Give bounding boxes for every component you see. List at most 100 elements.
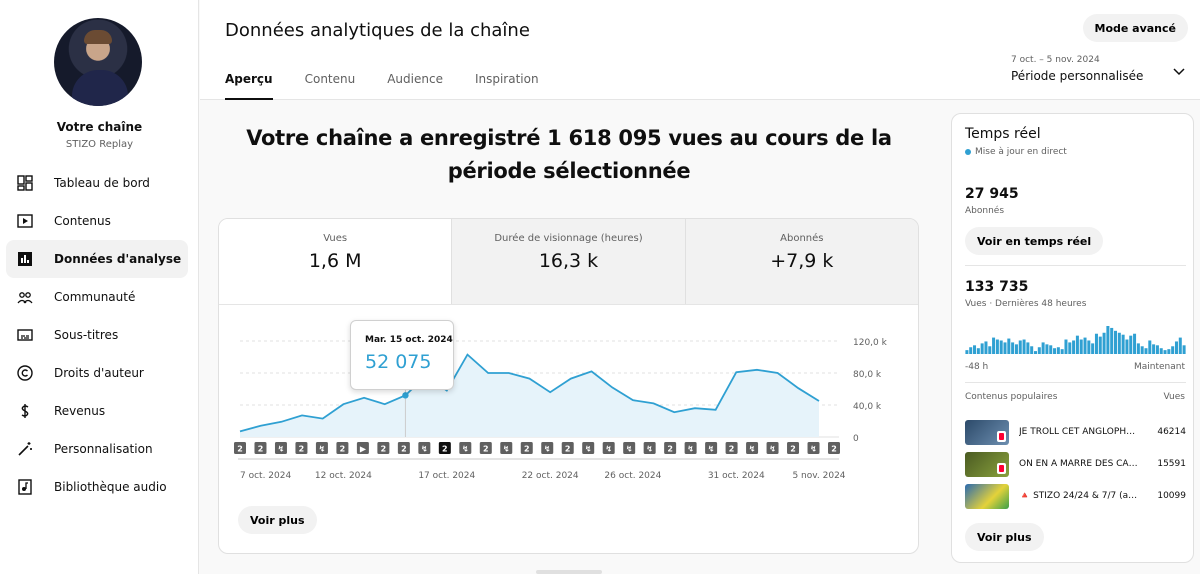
- upload-marker[interactable]: ↯: [582, 442, 595, 454]
- views-48h-label: Vues · Dernières 48 heures: [965, 299, 1087, 309]
- realtime-bar: [969, 347, 973, 354]
- sidebar-item-0[interactable]: Tableau de bord: [6, 164, 188, 202]
- upload-marker[interactable]: 2: [234, 442, 246, 454]
- dashboard-icon: [17, 175, 33, 191]
- svg-text:↯: ↯: [626, 445, 633, 454]
- divider: [965, 265, 1186, 266]
- metric-label: Durée de visionnage (heures): [494, 233, 643, 244]
- views-chart[interactable]: 120,0 k 80,0 k 40,0 k 0 2 2 ↯ 2 ↯ 2 ▶ 2 2 ↯ 2 ↯ 2 ↯ 2 ↯ 2 ↯ ↯ ↯…: [219, 305, 919, 485]
- advanced-mode-button[interactable]: Mode avancé: [1082, 14, 1188, 42]
- svg-text:↯: ↯: [810, 445, 817, 454]
- realtime-see-more-button[interactable]: Voir plus: [965, 523, 1044, 551]
- upload-marker[interactable]: ↯: [807, 442, 820, 454]
- realtime-bar: [1064, 339, 1068, 354]
- svg-text:2: 2: [790, 445, 796, 454]
- popular-item[interactable]: ON EN A MARRE DES CAMPEURS 15591: [965, 451, 1186, 477]
- upload-marker[interactable]: ↯: [684, 442, 697, 454]
- tooltip-date: Mar. 15 oct. 2024: [365, 335, 453, 345]
- svg-text:2: 2: [401, 445, 407, 454]
- upload-marker[interactable]: 2: [295, 442, 308, 454]
- metrics-row: Vues 1,6 M Durée de visionnage (heures) …: [219, 219, 918, 305]
- upload-marker[interactable]: ▶: [356, 442, 369, 454]
- upload-marker[interactable]: ↯: [602, 442, 615, 454]
- sidebar-item-4[interactable]: Sous-titres: [6, 316, 188, 354]
- upload-marker[interactable]: 2: [479, 442, 492, 454]
- realtime-bar: [1007, 338, 1011, 354]
- sidebar-item-3[interactable]: Communauté: [6, 278, 188, 316]
- realtime-bar: [988, 346, 992, 354]
- upload-marker[interactable]: 2: [377, 442, 390, 454]
- upload-marker[interactable]: 2: [438, 442, 451, 454]
- upload-marker[interactable]: 2: [561, 442, 574, 454]
- svg-text:↯: ↯: [749, 445, 756, 454]
- realtime-card: Temps réel Mise à jour en direct 27 945 …: [951, 113, 1194, 563]
- metric-subscribers[interactable]: Abonnés +7,9 k: [685, 219, 918, 304]
- popular-views-header: Vues: [1163, 392, 1185, 402]
- upload-marker[interactable]: ↯: [705, 442, 718, 454]
- realtime-bar: [1014, 344, 1018, 354]
- video-thumbnail: [965, 451, 1009, 477]
- popular-item[interactable]: 🔺 STIZO 24/24 & 7/7 (avec stream) 10099: [965, 483, 1186, 509]
- upload-marker[interactable]: 2: [787, 442, 800, 454]
- upload-marker[interactable]: 2: [725, 442, 738, 454]
- channel-avatar[interactable]: [54, 18, 142, 106]
- realtime-bar: [1011, 342, 1015, 354]
- upload-marker[interactable]: ↯: [459, 442, 472, 454]
- upload-marker[interactable]: 2: [397, 442, 410, 454]
- realtime-bar: [1049, 345, 1053, 354]
- views-line: [239, 353, 820, 433]
- upload-marker[interactable]: 2: [254, 442, 267, 454]
- realtime-bar: [1121, 334, 1125, 354]
- sidebar-item-2[interactable]: Données d'analyse: [6, 240, 188, 278]
- svg-text:2: 2: [442, 445, 448, 454]
- sidebar-item-7[interactable]: Personnalisation: [6, 430, 188, 468]
- upload-marker[interactable]: ↯: [274, 442, 287, 454]
- upload-marker[interactable]: 2: [520, 442, 533, 454]
- realtime-view-button[interactable]: Voir en temps réel: [965, 227, 1104, 255]
- sidebar-item-1[interactable]: Contenus: [6, 202, 188, 240]
- sidebar-item-5[interactable]: Droits d'auteur: [6, 354, 188, 392]
- tab-audience[interactable]: Audience: [387, 72, 443, 86]
- see-more-button[interactable]: Voir plus: [238, 506, 317, 534]
- svg-text:2: 2: [667, 445, 673, 454]
- metric-views[interactable]: Vues 1,6 M: [219, 219, 453, 304]
- upload-marker[interactable]: ↯: [541, 442, 554, 454]
- realtime-bar: [1056, 347, 1060, 354]
- svg-text:2: 2: [340, 445, 346, 454]
- svg-text:2: 2: [565, 445, 571, 454]
- y-tick-label: 80,0 k: [853, 370, 882, 380]
- popular-title: ON EN A MARRE DES CAMPEURS: [1019, 459, 1139, 469]
- svg-text:↯: ↯: [646, 445, 653, 454]
- copyright-icon: [17, 365, 33, 381]
- upload-marker[interactable]: 2: [336, 442, 349, 454]
- metric-watch-time[interactable]: Durée de visionnage (heures) 16,3 k: [452, 219, 686, 304]
- axis-right-label: Maintenant: [1133, 362, 1185, 372]
- period-selector[interactable]: 7 oct. – 5 nov. 2024 Période personnalis…: [1011, 55, 1143, 83]
- upload-marker[interactable]: ↯: [746, 442, 759, 454]
- realtime-bar: [1033, 351, 1037, 354]
- realtime-bar: [1091, 343, 1095, 354]
- chevron-down-icon[interactable]: [1172, 64, 1186, 78]
- upload-marker[interactable]: ↯: [500, 442, 513, 454]
- tab-apercu[interactable]: Aperçu: [225, 72, 273, 100]
- realtime-bar: [1159, 348, 1163, 354]
- upload-marker[interactable]: ↯: [623, 442, 636, 454]
- dollar-icon: [21, 404, 29, 418]
- metric-label: Abonnés: [780, 233, 824, 244]
- popular-item[interactable]: JE TROLL CET ANGLOPHONE ENERVÉ 46214: [965, 419, 1186, 445]
- upload-marker[interactable]: ↯: [643, 442, 656, 454]
- area-fill: [240, 354, 819, 437]
- realtime-bar-chart[interactable]: [965, 324, 1186, 354]
- upload-marker[interactable]: ↯: [315, 442, 328, 454]
- sidebar-item-6[interactable]: Revenus: [6, 392, 188, 430]
- svg-text:2: 2: [483, 445, 489, 454]
- upload-marker[interactable]: 2: [664, 442, 677, 454]
- svg-text:▶: ▶: [360, 445, 367, 454]
- sidebar-item-8[interactable]: Bibliothèque audio: [6, 468, 188, 506]
- upload-marker[interactable]: ↯: [766, 442, 779, 454]
- tab-contenu[interactable]: Contenu: [304, 72, 356, 86]
- upload-marker[interactable]: 2: [828, 442, 840, 454]
- realtime-bar: [1136, 343, 1140, 354]
- tab-inspiration[interactable]: Inspiration: [474, 72, 539, 86]
- upload-marker[interactable]: ↯: [418, 442, 431, 454]
